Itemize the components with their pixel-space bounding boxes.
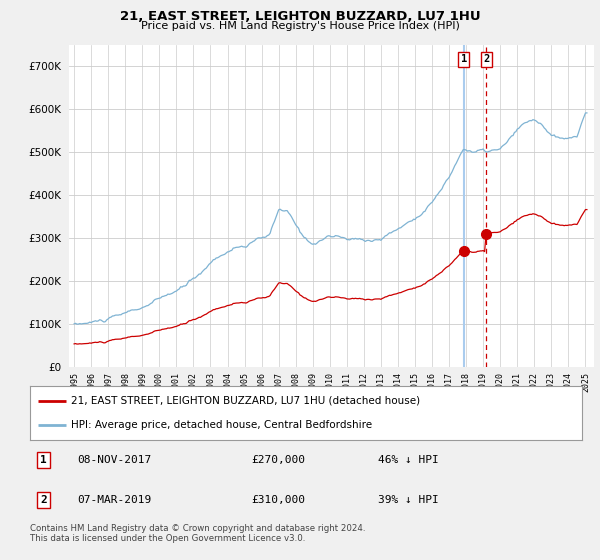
Text: 2: 2 (483, 54, 490, 64)
Text: 21, EAST STREET, LEIGHTON BUZZARD, LU7 1HU (detached house): 21, EAST STREET, LEIGHTON BUZZARD, LU7 1… (71, 396, 421, 406)
Text: Price paid vs. HM Land Registry's House Price Index (HPI): Price paid vs. HM Land Registry's House … (140, 21, 460, 31)
Text: Contains HM Land Registry data © Crown copyright and database right 2024.
This d: Contains HM Land Registry data © Crown c… (30, 524, 365, 543)
Text: 21, EAST STREET, LEIGHTON BUZZARD, LU7 1HU: 21, EAST STREET, LEIGHTON BUZZARD, LU7 1… (119, 10, 481, 23)
Text: 1: 1 (461, 54, 467, 64)
Text: 07-MAR-2019: 07-MAR-2019 (77, 494, 151, 505)
Text: 39% ↓ HPI: 39% ↓ HPI (378, 494, 439, 505)
Text: £270,000: £270,000 (251, 455, 305, 465)
Text: 08-NOV-2017: 08-NOV-2017 (77, 455, 151, 465)
Text: HPI: Average price, detached house, Central Bedfordshire: HPI: Average price, detached house, Cent… (71, 420, 373, 430)
Text: £310,000: £310,000 (251, 494, 305, 505)
Text: 1: 1 (40, 455, 47, 465)
Text: 2: 2 (40, 494, 47, 505)
Text: 46% ↓ HPI: 46% ↓ HPI (378, 455, 439, 465)
